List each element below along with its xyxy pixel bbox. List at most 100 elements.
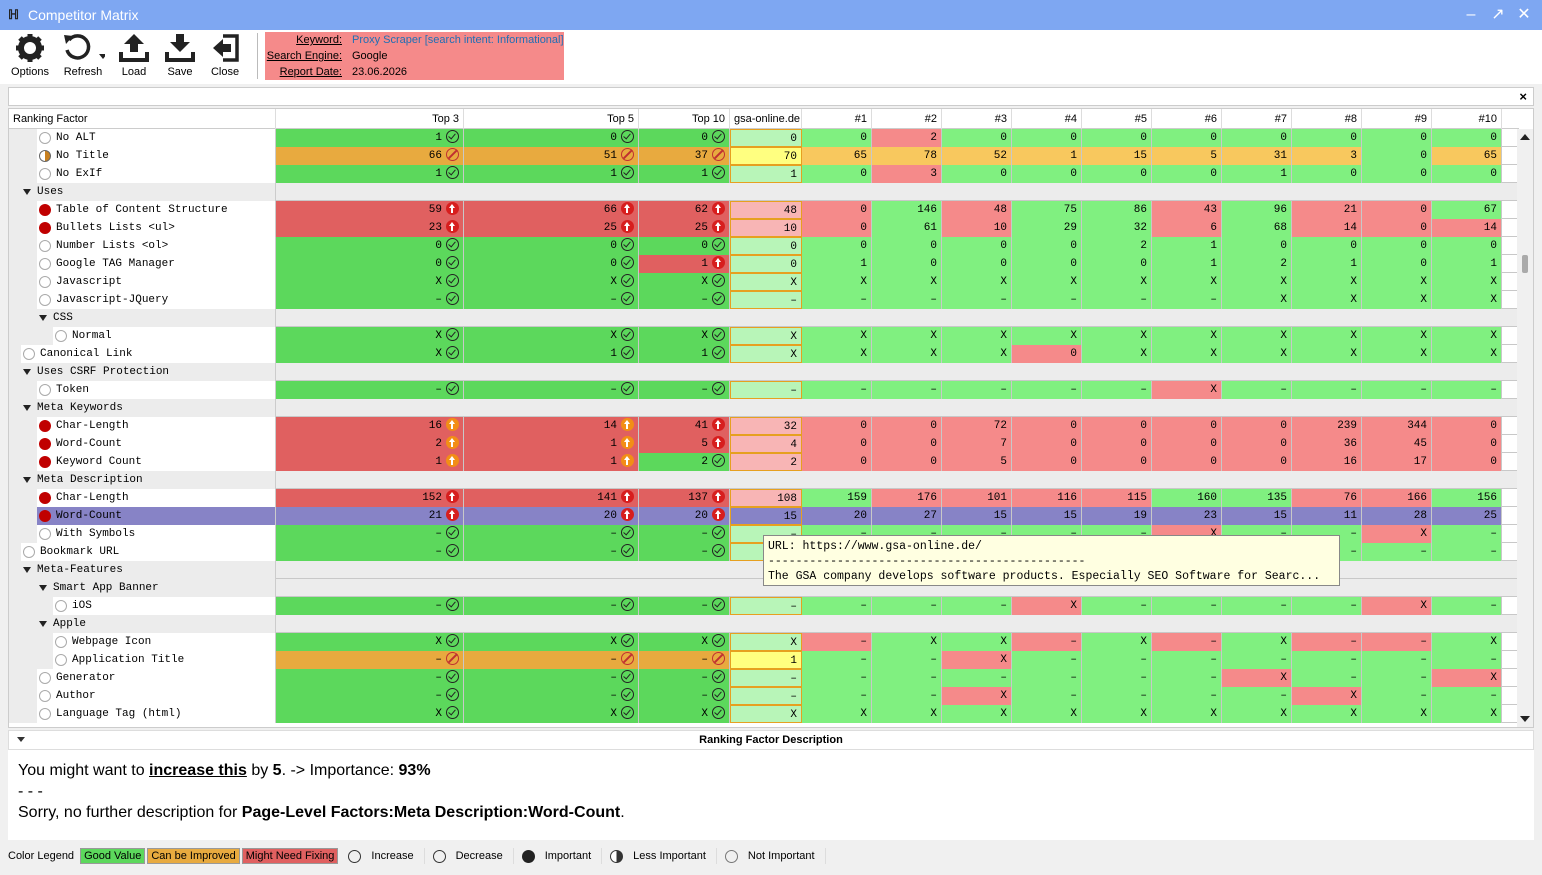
factor-name-cell[interactable]: Language Tag (html)	[9, 705, 276, 723]
competitor-cell[interactable]: 146	[872, 201, 942, 219]
factor-name-cell[interactable]: Char-Length	[9, 417, 276, 435]
competitor-cell[interactable]: 0	[1152, 165, 1222, 183]
competitor-cell[interactable]: X	[1012, 597, 1082, 615]
competitor-cell[interactable]: 0	[942, 237, 1012, 255]
competitor-cell[interactable]: –	[1012, 669, 1082, 687]
table-row[interactable]: Normal X X X X X X X X X X X X X X	[9, 327, 1519, 345]
competitor-cell[interactable]: X	[1222, 633, 1292, 651]
column-header[interactable]: #3	[942, 109, 1012, 129]
aggregate-cell[interactable]: X	[639, 273, 730, 291]
competitor-cell[interactable]: –	[872, 291, 942, 309]
competitor-cell[interactable]: 101	[942, 489, 1012, 507]
competitor-cell[interactable]: 0	[1432, 129, 1502, 147]
aggregate-cell[interactable]: –	[276, 597, 464, 615]
competitor-cell[interactable]: 0	[802, 129, 872, 147]
own-site-cell[interactable]: X	[730, 705, 802, 723]
table-row[interactable]: Application Title – – – 1 – – X – – – – – – –	[9, 651, 1519, 669]
aggregate-cell[interactable]: –	[464, 651, 639, 669]
competitor-cell[interactable]: X	[1152, 381, 1222, 399]
competitor-cell[interactable]: –	[1152, 687, 1222, 705]
competitor-cell[interactable]: 0	[1292, 165, 1362, 183]
competitor-cell[interactable]: 14	[1292, 219, 1362, 237]
factor-name-cell[interactable]: Google TAG Manager	[9, 255, 276, 273]
competitor-cell[interactable]: 0	[1292, 237, 1362, 255]
factor-name-cell[interactable]: Bullets Lists <ul>	[9, 219, 276, 237]
aggregate-cell[interactable]: 20	[639, 507, 730, 525]
column-header[interactable]: Top 3	[276, 109, 464, 129]
competitor-cell[interactable]: 27	[872, 507, 942, 525]
table-row[interactable]: iOS – – – – – – – X – – – – X –	[9, 597, 1519, 615]
own-site-cell[interactable]: 10	[730, 219, 802, 237]
competitor-cell[interactable]: 43	[1152, 201, 1222, 219]
competitor-cell[interactable]: –	[1082, 381, 1152, 399]
aggregate-cell[interactable]: X	[464, 705, 639, 723]
competitor-cell[interactable]: 7	[942, 435, 1012, 453]
aggregate-cell[interactable]: 14	[464, 417, 639, 435]
competitor-cell[interactable]: X	[1292, 273, 1362, 291]
expand-chevron-icon[interactable]	[23, 567, 31, 573]
competitor-cell[interactable]: –	[1082, 669, 1152, 687]
competitor-cell[interactable]: 0	[1432, 237, 1502, 255]
competitor-cell[interactable]: 32	[1082, 219, 1152, 237]
aggregate-cell[interactable]: X	[276, 705, 464, 723]
competitor-cell[interactable]: 0	[872, 255, 942, 273]
competitor-cell[interactable]: 1	[1432, 255, 1502, 273]
competitor-cell[interactable]: 0	[1082, 417, 1152, 435]
table-row[interactable]: Number Lists <ol> 0 0 0 0 0 0 0 0 2 1 0 0 0 0	[9, 237, 1519, 255]
column-header[interactable]: gsa-online.de	[730, 109, 802, 129]
table-row[interactable]: Generator – – – – – – – – – – X – – X	[9, 669, 1519, 687]
competitor-cell[interactable]: –	[1432, 651, 1502, 669]
competitor-cell[interactable]: –	[1362, 633, 1432, 651]
factor-name-cell[interactable]: Author	[9, 687, 276, 705]
group-row[interactable]: Meta Keywords	[9, 399, 1519, 417]
competitor-cell[interactable]: –	[1222, 687, 1292, 705]
competitor-cell[interactable]: –	[802, 633, 872, 651]
scroll-thumb[interactable]	[1522, 255, 1528, 273]
competitor-cell[interactable]: –	[1432, 525, 1502, 543]
competitor-cell[interactable]: 3	[872, 165, 942, 183]
save-button[interactable]: Save	[160, 32, 200, 82]
competitor-cell[interactable]: 0	[802, 417, 872, 435]
factor-name-cell[interactable]: iOS	[9, 597, 276, 615]
competitor-cell[interactable]: 1	[1222, 165, 1292, 183]
competitor-cell[interactable]: X	[1362, 525, 1432, 543]
competitor-cell[interactable]: X	[942, 705, 1012, 723]
column-header[interactable]: Top 10	[639, 109, 730, 129]
aggregate-cell[interactable]: 1	[276, 453, 464, 471]
competitor-cell[interactable]: 0	[942, 129, 1012, 147]
own-site-cell[interactable]: 48	[730, 201, 802, 219]
maximize-button[interactable]: ↗	[1491, 6, 1505, 23]
aggregate-cell[interactable]: –	[276, 291, 464, 309]
expand-chevron-icon[interactable]	[23, 369, 31, 375]
aggregate-cell[interactable]: 1	[464, 453, 639, 471]
competitor-cell[interactable]: X	[1292, 345, 1362, 363]
column-header[interactable]: Top 5	[464, 109, 639, 129]
factor-name-cell[interactable]: Word-Count	[9, 435, 276, 453]
competitor-cell[interactable]: 0	[1012, 453, 1082, 471]
own-site-cell[interactable]: 32	[730, 417, 802, 435]
competitor-cell[interactable]: 0	[1362, 147, 1432, 165]
table-row[interactable]: Keyword Count 1 1 2 2 0 0 5 0 0 0 0 16 17 0	[9, 453, 1519, 471]
competitor-cell[interactable]: 0	[1012, 165, 1082, 183]
competitor-cell[interactable]: 23	[1152, 507, 1222, 525]
aggregate-cell[interactable]: –	[276, 543, 464, 561]
factor-name-cell[interactable]: Javascript-JQuery	[9, 291, 276, 309]
own-site-cell[interactable]: X	[730, 273, 802, 291]
aggregate-cell[interactable]: 1	[464, 165, 639, 183]
aggregate-cell[interactable]: 1	[276, 165, 464, 183]
competitor-cell[interactable]: 0	[1362, 255, 1432, 273]
expand-chevron-icon[interactable]	[39, 621, 47, 627]
competitor-cell[interactable]: –	[1292, 381, 1362, 399]
own-site-cell[interactable]: 1	[730, 165, 802, 183]
aggregate-cell[interactable]: 152	[276, 489, 464, 507]
own-site-cell[interactable]: 2	[730, 453, 802, 471]
filter-input[interactable]: ×	[8, 87, 1534, 106]
aggregate-cell[interactable]: 137	[639, 489, 730, 507]
competitor-cell[interactable]: X	[1222, 273, 1292, 291]
aggregate-cell[interactable]: 0	[276, 237, 464, 255]
competitor-cell[interactable]: 45	[1362, 435, 1432, 453]
competitor-cell[interactable]: 11	[1292, 507, 1362, 525]
aggregate-cell[interactable]: –	[464, 291, 639, 309]
competitor-cell[interactable]: 0	[1012, 129, 1082, 147]
factor-name-cell[interactable]: Application Title	[9, 651, 276, 669]
